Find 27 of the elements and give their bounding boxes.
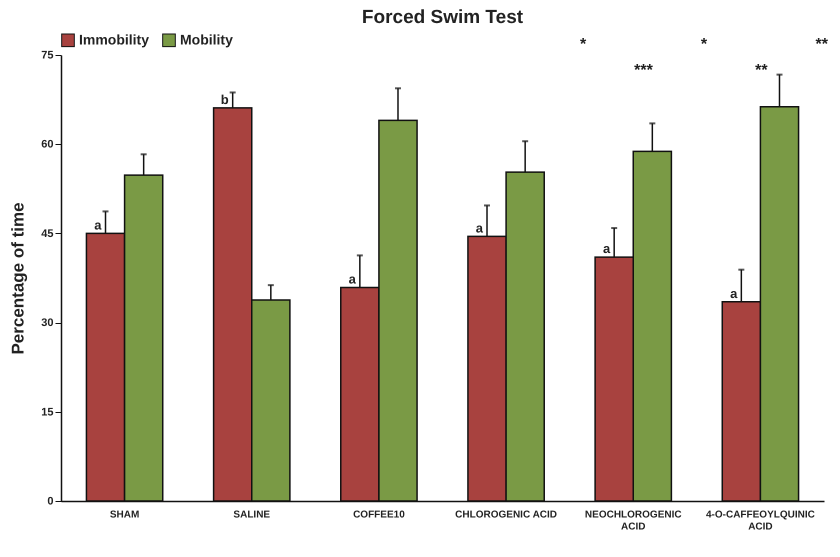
- y-tick-label: 45: [41, 228, 54, 240]
- data-label: a: [348, 272, 357, 287]
- x-tick-label: CHLOROGENIC ACID: [455, 510, 558, 520]
- y-tick-label: 15: [41, 406, 54, 418]
- data-label: b: [220, 92, 229, 107]
- data-label: a: [476, 220, 484, 236]
- data-label: a: [94, 217, 102, 232]
- y-tick-label: 60: [41, 138, 54, 151]
- legend-label: Immobility: [79, 31, 150, 48]
- legend-label: Mobility: [180, 31, 234, 48]
- data-label: a: [602, 241, 611, 256]
- annotation: ***: [634, 62, 653, 80]
- chart-title: Forced Swim Test: [362, 7, 524, 28]
- x-tick-label: SHAM: [110, 510, 140, 520]
- y-axis-title: Percentage of time: [8, 202, 28, 355]
- annotation: **: [755, 62, 768, 80]
- text: *: [580, 36, 586, 54]
- text: **: [816, 36, 828, 54]
- text: *: [700, 36, 708, 54]
- x-tick-label: NEOCHLOROGENIC ACID: [584, 510, 682, 532]
- y-tick-label: 75: [41, 50, 54, 62]
- y-tick-label: 30: [41, 317, 54, 330]
- x-tick-label: COFFEE10: [353, 510, 406, 520]
- y-tick-label: 0: [47, 496, 54, 508]
- x-tick-label: SALINE: [233, 510, 270, 520]
- x-tick-label: 4-O-CAFFEOYLQUINIC ACID: [706, 510, 815, 532]
- data-label: a: [730, 286, 738, 301]
